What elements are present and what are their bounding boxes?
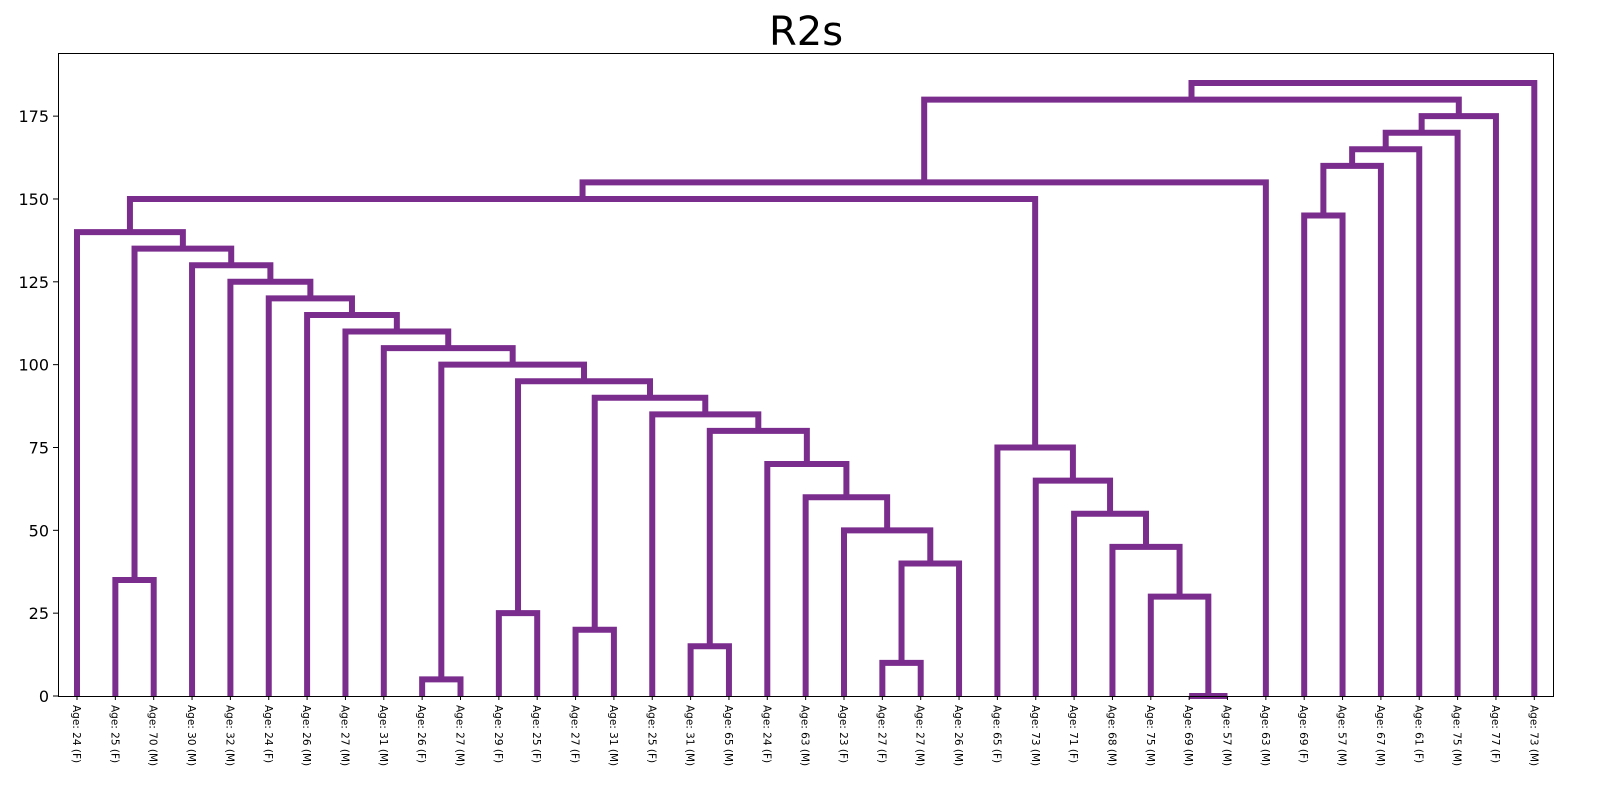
y-tick-label: 175: [18, 107, 49, 126]
leaf-label: Age: 25 (F): [108, 705, 120, 763]
dendrogram-link: [495, 610, 541, 696]
leaf-label: Age: 73 (M): [1029, 705, 1041, 766]
dendrogram-link: [515, 378, 654, 614]
dendrogram-link: [74, 229, 186, 696]
leaf-label: Age: 32 (M): [223, 705, 235, 766]
leaf-label: Age: 27 (F): [875, 705, 887, 763]
dendrogram-link: [304, 311, 400, 696]
leaf-label: Age: 24 (F): [760, 705, 772, 763]
leaf-label: Age: 24 (F): [262, 705, 274, 763]
leaf-label: Age: 26 (M): [952, 705, 964, 766]
dendrogram-links: [74, 80, 1538, 699]
dendrogram-link: [572, 626, 617, 696]
dendrogram-link: [1032, 477, 1114, 696]
dendrogram-link: [898, 560, 963, 696]
dendrogram-link: [1349, 146, 1423, 696]
leaf-label: Age: 63 (M): [799, 705, 811, 766]
leaf-label: Age: 25 (F): [645, 705, 657, 763]
leaf-label: Age: 61 (F): [1412, 705, 1424, 763]
dendrogram-link: [131, 245, 235, 581]
leaf-label: Age: 27 (M): [338, 705, 350, 766]
leaf-label: Age: 26 (F): [415, 705, 427, 763]
y-tick-label: 75: [29, 438, 49, 457]
leaf-label: Age: 29 (F): [492, 705, 504, 763]
dendrogram-link: [1147, 593, 1212, 696]
dendrogram-link: [841, 527, 934, 696]
leaf-label: Age: 75 (M): [1451, 705, 1463, 766]
leaf-label: Age: 23 (F): [837, 705, 849, 763]
dendrogram-link: [342, 328, 452, 696]
leaf-label: Age: 63 (M): [1259, 705, 1271, 766]
dendrogram-link: [921, 96, 1462, 183]
leaf-labels: Age: 24 (F) Age: 25 (F) Age: 70 (M) Age: 30…: [70, 696, 1539, 766]
leaf-label: Age: 65 (F): [990, 705, 1002, 763]
leaf-label: Age: 26 (M): [300, 705, 312, 766]
leaf-label: Age: 68 (M): [1105, 705, 1117, 766]
y-tick-label: 125: [18, 273, 49, 292]
leaf-label: Age: 31 (M): [607, 705, 619, 766]
dendrogram-link: [591, 394, 709, 630]
leaf-label: Age: 57 (M): [1221, 705, 1233, 766]
leaf-label: Age: 67 (M): [1374, 705, 1386, 766]
leaf-label: Age: 27 (F): [569, 705, 581, 763]
dendrogram-link: [112, 577, 157, 696]
leaf-label: Age: 75 (M): [1144, 705, 1156, 766]
dendrogram-link: [227, 278, 314, 696]
leaf-label: Age: 69 (M): [1182, 705, 1194, 766]
leaf-label: Age: 57 (M): [1336, 705, 1348, 766]
chart-title: R2s: [769, 9, 843, 55]
y-tick-label: 100: [18, 356, 49, 375]
leaf-label: Age: 69 (F): [1297, 705, 1309, 763]
leaf-label: Age: 25 (F): [530, 705, 542, 763]
y-tick-label: 50: [29, 521, 49, 540]
dendrogram-link: [438, 361, 588, 680]
leaf-label: Age: 31 (M): [377, 705, 389, 766]
dendrogram-link: [1188, 80, 1538, 696]
dendrogram-link: [1109, 543, 1183, 696]
y-tick-label: 150: [18, 190, 49, 209]
dendrogram-link: [265, 295, 355, 696]
dendrogram-link: [1382, 129, 1461, 696]
leaf-label: Age: 70 (M): [147, 705, 159, 766]
y-tick-label: 0: [39, 687, 49, 706]
y-tick-label: 25: [29, 604, 49, 623]
leaf-label: Age: 30 (M): [185, 705, 197, 766]
leaf-label: Age: 27 (M): [454, 705, 466, 766]
leaf-label: Age: 73 (M): [1527, 705, 1539, 766]
dendrogram-link: [687, 643, 732, 696]
dendrogram-link: [1320, 162, 1384, 696]
dendrogram-link: [649, 411, 762, 696]
dendrogram-link: [706, 427, 810, 647]
dendrogram-link: [1071, 510, 1150, 696]
leaf-label: Age: 71 (F): [1067, 705, 1079, 763]
leaf-label: Age: 77 (F): [1489, 705, 1501, 763]
dendrogram-link: [126, 195, 1039, 448]
leaf-label: Age: 24 (F): [70, 705, 82, 763]
leaf-label: Age: 27 (M): [914, 705, 926, 766]
leaf-label: Age: 31 (M): [684, 705, 696, 766]
dendrogram-link: [1301, 212, 1346, 696]
dendrogram-link: [579, 179, 1269, 696]
leaf-label: Age: 65 (M): [722, 705, 734, 766]
dendrogram-link: [879, 659, 924, 696]
dendrogram-link: [380, 345, 516, 696]
dendrogram-link: [419, 676, 464, 696]
y-axis: 0 25 50 75 100 125 150 175: [18, 107, 58, 706]
